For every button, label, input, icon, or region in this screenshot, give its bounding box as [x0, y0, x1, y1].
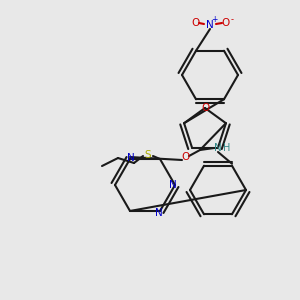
Text: O: O [192, 18, 200, 28]
Text: +: + [211, 14, 217, 23]
Text: N: N [206, 20, 214, 30]
Text: O: O [221, 18, 229, 28]
Text: O: O [201, 103, 209, 113]
Text: N: N [214, 143, 222, 153]
Text: N: N [155, 208, 163, 218]
Text: N: N [169, 180, 177, 190]
Text: N: N [127, 153, 135, 163]
Text: H: H [223, 143, 231, 153]
Text: S: S [145, 150, 151, 160]
Text: -: - [230, 16, 233, 25]
Text: O: O [181, 152, 189, 162]
